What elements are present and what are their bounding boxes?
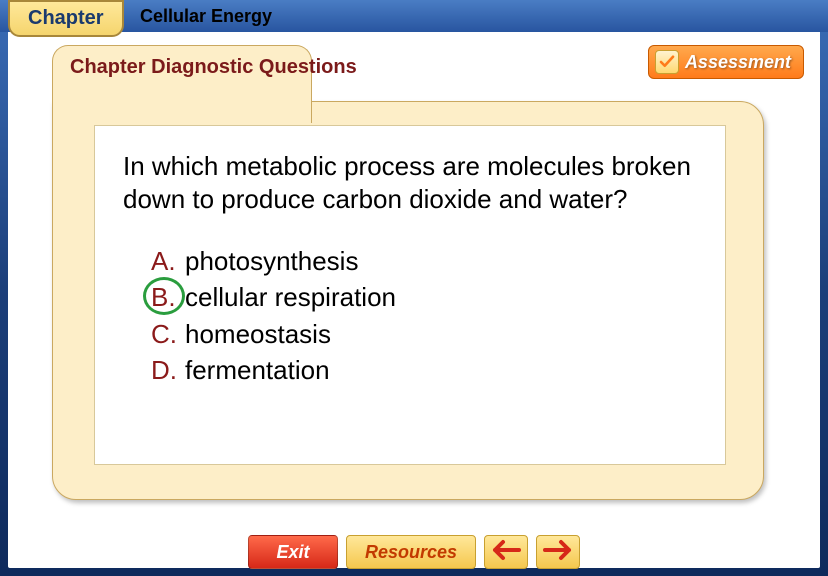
answer-option-a[interactable]: A. photosynthesis [151,243,697,279]
answer-text: cellular respiration [185,279,396,315]
arrow-right-icon [543,538,573,567]
answer-text: photosynthesis [185,243,358,279]
question-box: In which metabolic process are molecules… [94,125,726,465]
arrow-left-icon [491,538,521,567]
card-tab-title: Chapter Diagnostic Questions [70,55,357,79]
chapter-label: Chapter [28,7,104,29]
exit-button[interactable]: Exit [248,535,338,569]
chapter-title: Cellular Energy [140,6,272,27]
resources-label: Resources [365,542,457,563]
answer-option-c[interactable]: C. homeostasis [151,316,697,352]
card-tab-cover [53,100,311,104]
answer-letter: A. [151,243,185,279]
answers-list: A. photosynthesis B. cellular respiratio… [151,243,697,389]
answer-letter: D. [151,352,185,388]
slide-container: Chapter Cellular Energy Assessment Chapt… [0,0,828,576]
checkmark-icon [655,50,679,74]
assessment-label: Assessment [685,52,791,73]
answer-option-b[interactable]: B. cellular respiration [151,279,697,315]
exit-label: Exit [276,542,309,563]
bottom-nav: Exit Resources [0,528,828,576]
resources-button[interactable]: Resources [346,535,476,569]
answer-text: fermentation [185,352,330,388]
prev-button[interactable] [484,535,528,569]
top-bar [0,0,828,32]
answer-option-d[interactable]: D. fermentation [151,352,697,388]
card-container: Chapter Diagnostic Questions In which me… [52,45,764,500]
next-button[interactable] [536,535,580,569]
answer-text: homeostasis [185,316,331,352]
question-text: In which metabolic process are molecules… [123,150,697,215]
assessment-button[interactable]: Assessment [648,45,804,79]
answer-letter: C. [151,316,185,352]
chapter-tab: Chapter [8,0,124,37]
